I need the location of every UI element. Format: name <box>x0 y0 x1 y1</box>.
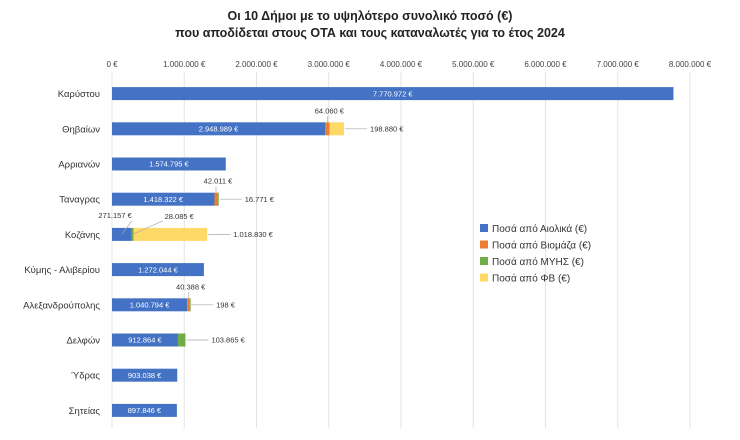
data-label-6-2: 198 € <box>216 301 236 310</box>
data-label-2-0: 1.574.795 € <box>149 160 189 169</box>
bar-segment-4-3 <box>133 227 208 241</box>
legend-swatch-2 <box>480 257 488 265</box>
bar-segment-3-0 <box>112 192 215 206</box>
data-label-6-0: 1.040.794 € <box>130 301 170 310</box>
bar-segment-6-1 <box>187 298 191 312</box>
data-label-1-3: 198.880 € <box>370 125 404 134</box>
data-label-6-1: 40.388 € <box>176 282 206 291</box>
legend-label-0: Ποσά από Αιολικά (€) <box>492 223 587 235</box>
bar-segment-1-3 <box>329 122 345 136</box>
category-label-2: Αρριανών <box>58 160 100 171</box>
bar-segment-2-0 <box>112 157 226 171</box>
bar-segment-9-0 <box>112 403 177 417</box>
data-label-8-0: 903.038 € <box>128 371 162 380</box>
legend-label-3: Ποσά από ΦΒ (€) <box>492 273 570 285</box>
category-label-9: Σητείας <box>69 406 101 417</box>
data-label-7-0: 912.864 € <box>128 336 162 345</box>
x-axis-ticks: 0 € 1.000.000 € 2.000.000 € 3.000.000 € 4.00… <box>106 60 711 69</box>
x-tick-label-2: 2.000.000 € <box>235 60 278 69</box>
bar-segment-6-2 <box>190 298 191 312</box>
legend: Ποσά από Αιολικά (€) Ποσά από Βιομάζα (€)… <box>480 223 591 285</box>
data-label-9-0: 897.846 € <box>128 406 162 415</box>
legend-label-2: Ποσά από ΜΥΗΣ (€) <box>492 256 584 268</box>
bar-segment-6-0 <box>112 298 188 312</box>
data-label-4-0: 271.157 € <box>98 211 132 220</box>
data-labels: 7.770.972 € 2.948.989 € 64.060 € 198.880 € 1… <box>98 89 413 415</box>
category-label-7: Δελφών <box>67 336 101 347</box>
category-label-5: Κύμης - Αλιβερίου <box>24 265 100 276</box>
bar-segment-3-2 <box>217 192 219 206</box>
x-tick-label-5: 5.000.000 € <box>452 60 495 69</box>
data-label-1-0: 2.948.989 € <box>199 125 239 134</box>
x-tick-label-6: 6.000.000 € <box>524 60 567 69</box>
x-tick-label-7: 7.000.000 € <box>597 60 640 69</box>
bar-segment-7-2 <box>177 333 186 347</box>
bar-segment-0-0 <box>112 87 674 101</box>
data-label-0-0: 7.770.972 € <box>373 89 413 98</box>
data-label-4-3: 1.018.830 € <box>233 230 273 239</box>
category-label-6: Αλεξανδρούπολης <box>23 300 100 311</box>
category-label-8: Ύδρας <box>71 371 100 382</box>
bar-segment-1-1 <box>325 122 330 136</box>
data-label-4-0-leader <box>121 220 133 235</box>
data-label-3-1: 42.011 € <box>204 177 233 186</box>
x-tick-label-3: 3.000.000 € <box>308 60 351 69</box>
bar-segment-7-0 <box>112 333 178 347</box>
data-label-5-0: 1.272.044 € <box>138 265 178 274</box>
category-labels: Καρύστου Θηβαίων Αρριανών Ταναγρας Κοζάνης Κύ… <box>23 89 100 417</box>
category-label-3: Ταναγρας <box>59 195 100 206</box>
x-tick-label-1: 1.000.000 € <box>163 60 206 69</box>
x-tick-label-8: 8.000.000 € <box>669 60 712 69</box>
category-label-0: Καρύστου <box>58 89 100 100</box>
legend-swatch-3 <box>480 273 488 282</box>
legend-swatch-1 <box>480 240 488 249</box>
bar-segment-8-0 <box>112 368 178 382</box>
data-label-7-2: 103.865 € <box>211 336 245 345</box>
chart-title-line-1: Οι 10 Δήμοι με το υψηλότερο συνολικό ποσ… <box>228 9 513 23</box>
x-tick-label-0: 0 € <box>106 60 118 69</box>
category-label-1: Θηβαίων <box>62 124 100 135</box>
x-tick-label-4: 4.000.000 € <box>380 60 423 69</box>
legend-swatch-0 <box>480 224 488 232</box>
bars <box>112 87 674 417</box>
bar-segment-5-0 <box>112 263 204 277</box>
data-label-1-1: 64.060 € <box>315 106 345 115</box>
bar-segment-3-1 <box>214 192 218 206</box>
data-label-3-2: 16.771 € <box>245 195 275 204</box>
data-label-4-2-leader <box>132 220 163 235</box>
category-label-4: Κοζάνης <box>65 230 101 241</box>
legend-label-1: Ποσά από Βιομάζα (€) <box>492 240 591 252</box>
data-label-3-0: 1.418.322 € <box>143 195 183 204</box>
bar-segment-1-0 <box>112 122 326 136</box>
chart-title-line-2: που αποδίδεται στους ΟΤΑ και τους κατανα… <box>175 26 565 40</box>
data-label-4-2: 28.085 € <box>165 212 195 221</box>
